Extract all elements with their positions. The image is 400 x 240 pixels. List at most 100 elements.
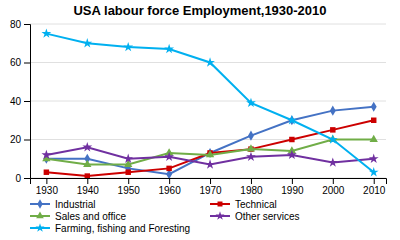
y-tick-label: 80 bbox=[10, 19, 22, 30]
marker bbox=[330, 127, 335, 132]
legend-marker bbox=[36, 212, 44, 219]
marker bbox=[82, 142, 92, 151]
y-tick: 0 bbox=[15, 173, 30, 184]
marker bbox=[85, 173, 90, 178]
marker bbox=[328, 157, 338, 166]
x-tick-label: 1990 bbox=[281, 185, 304, 196]
x-tick-mark bbox=[46, 178, 47, 184]
legend-marker bbox=[218, 202, 223, 207]
y-tick: 40 bbox=[10, 96, 30, 107]
marker bbox=[205, 57, 215, 66]
marker bbox=[330, 106, 336, 116]
y-tick: 80 bbox=[10, 19, 30, 30]
x-tick: 1950 bbox=[118, 178, 141, 196]
marker bbox=[287, 150, 297, 159]
x-tick-mark bbox=[374, 178, 375, 184]
x-tick: 1980 bbox=[240, 178, 263, 196]
series-line bbox=[46, 34, 373, 173]
x-tick-mark bbox=[292, 178, 293, 184]
legend-item: Other services bbox=[210, 211, 299, 222]
x-axis: 1930 1940 1950 1960 1970 1980 1990 2000 2010 bbox=[31, 178, 387, 196]
legend-label: Other services bbox=[235, 211, 299, 222]
legend-item: Technical bbox=[210, 199, 277, 210]
legend-item: Industrial bbox=[30, 199, 96, 210]
y-tick-mark bbox=[24, 24, 30, 25]
marker bbox=[287, 115, 297, 124]
marker bbox=[246, 152, 256, 161]
x-tick: 1940 bbox=[77, 178, 100, 196]
marker bbox=[248, 131, 254, 141]
x-tick-mark bbox=[210, 178, 211, 184]
title: USA labour force Employment,1930-2010 bbox=[73, 3, 326, 18]
x-tick-mark bbox=[333, 178, 334, 184]
marker bbox=[247, 144, 255, 151]
marker bbox=[369, 154, 379, 163]
x-tick-mark bbox=[251, 178, 252, 184]
x-tick: 1970 bbox=[199, 178, 222, 196]
x-tick-label: 1950 bbox=[118, 185, 141, 196]
marker bbox=[41, 150, 51, 159]
series-markers bbox=[41, 142, 378, 169]
grid-line bbox=[30, 24, 386, 25]
legend-marker bbox=[37, 199, 42, 208]
series-line bbox=[46, 120, 373, 176]
x-axis-line bbox=[31, 179, 387, 185]
series-line bbox=[46, 107, 373, 174]
series-markers bbox=[44, 118, 377, 178]
x-tick-label: 1930 bbox=[36, 185, 59, 196]
marker bbox=[206, 150, 214, 157]
marker bbox=[328, 134, 338, 143]
x-tick-label: 1960 bbox=[159, 185, 182, 196]
y-tick-label: 0 bbox=[15, 173, 21, 184]
grid-line bbox=[30, 101, 386, 102]
y-tick-label: 20 bbox=[10, 134, 22, 145]
x-tick-mark bbox=[87, 178, 88, 184]
marker bbox=[371, 118, 376, 123]
x-tick: 1930 bbox=[36, 178, 59, 196]
y-tick: 60 bbox=[10, 57, 30, 68]
marker bbox=[289, 137, 294, 142]
marker bbox=[166, 166, 171, 171]
y-axis: 0 20 40 60 80 bbox=[10, 19, 31, 184]
x-tick: 2010 bbox=[363, 178, 386, 196]
y-tick-mark bbox=[24, 178, 30, 179]
x-tick: 1960 bbox=[159, 178, 182, 196]
y-tick-mark bbox=[24, 140, 30, 141]
y-tick-mark bbox=[24, 63, 30, 64]
marker bbox=[44, 169, 49, 174]
marker bbox=[369, 167, 379, 176]
plot: 1930 1940 1950 1960 1970 1980 1990 2000 2010 0 20 4… bbox=[10, 19, 387, 196]
y-axis-line bbox=[24, 25, 31, 179]
x-tick-mark bbox=[128, 178, 129, 184]
x-tick: 1990 bbox=[281, 178, 304, 196]
x-tick-label: 2010 bbox=[363, 185, 386, 196]
series-markers bbox=[41, 28, 378, 176]
marker bbox=[125, 169, 130, 174]
legend-label: Industrial bbox=[55, 199, 96, 210]
marker bbox=[123, 154, 133, 163]
x-tick-label: 1970 bbox=[199, 185, 222, 196]
x-tick-mark bbox=[169, 178, 170, 184]
marker bbox=[164, 152, 174, 161]
marker bbox=[123, 42, 133, 51]
marker bbox=[124, 160, 132, 167]
series-markers bbox=[43, 102, 376, 178]
legend-marker bbox=[36, 223, 45, 232]
marker bbox=[82, 38, 92, 47]
marker bbox=[370, 135, 378, 142]
legend-item: Farming, fishing and Foresting bbox=[30, 223, 190, 234]
x-tick: 2000 bbox=[322, 178, 345, 196]
marker bbox=[41, 28, 51, 37]
marks bbox=[41, 28, 378, 178]
marker bbox=[205, 159, 215, 168]
marker bbox=[371, 102, 377, 112]
x-tick-label: 1980 bbox=[240, 185, 263, 196]
legend-label: Farming, fishing and Foresting bbox=[55, 223, 190, 234]
legend-item: Sales and office bbox=[30, 211, 126, 222]
y-tick-label: 60 bbox=[10, 57, 22, 68]
x-tick-label: 2000 bbox=[322, 185, 345, 196]
marker bbox=[83, 160, 91, 167]
grid bbox=[30, 24, 386, 178]
y-tick-mark bbox=[24, 101, 30, 102]
x-tick-label: 1940 bbox=[77, 185, 100, 196]
